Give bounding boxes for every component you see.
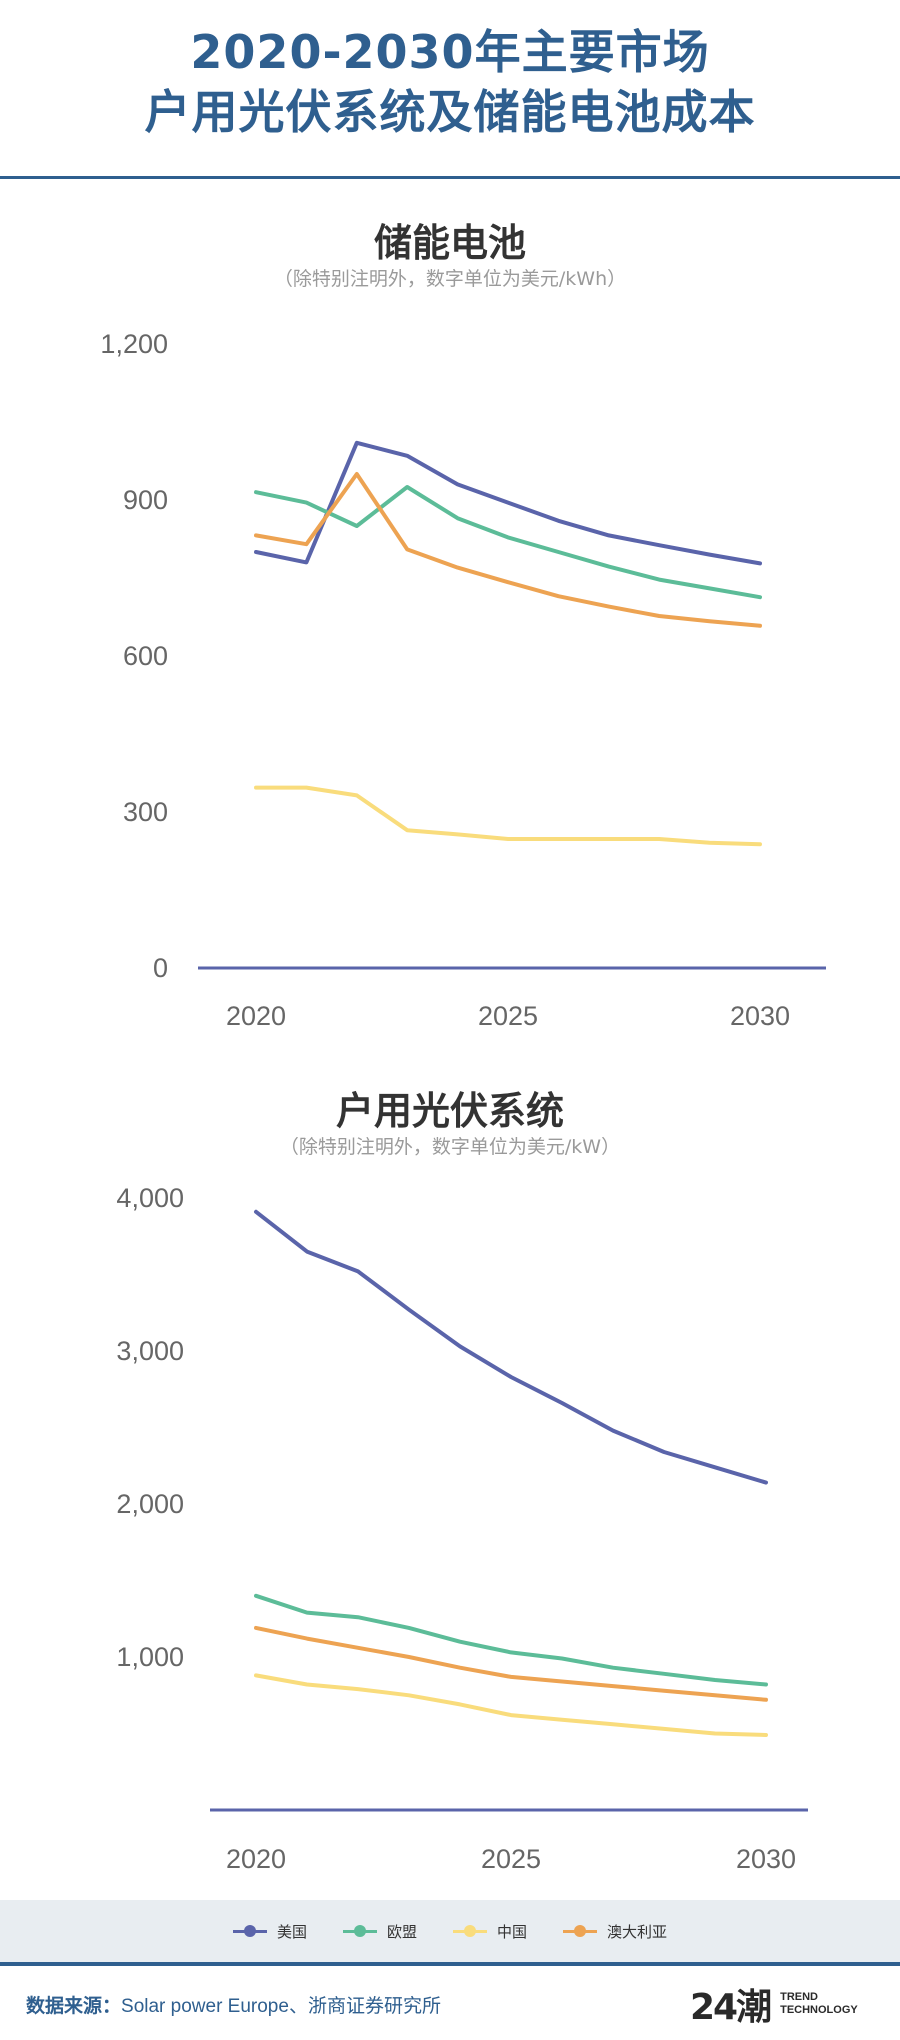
x-tick-label: 2020: [226, 1001, 286, 1031]
x-tick-label: 2030: [736, 1844, 796, 1874]
series-line-中国: [254, 1673, 768, 1737]
series-line-欧盟: [254, 1593, 768, 1687]
y-tick-label: 300: [123, 797, 168, 827]
legend-swatch-icon: [563, 1924, 598, 1938]
y-tick-label: 3,000: [116, 1336, 184, 1366]
legend-swatch-icon: [232, 1924, 267, 1938]
logo-line-2: TECHNOLOGY: [780, 2004, 858, 2016]
battery-chart-subtitle: （除特别注明外，数字单位为美元/kWh）: [273, 268, 627, 290]
y-tick-label: 1,200: [100, 329, 168, 359]
x-tick-label: 2030: [730, 1001, 790, 1031]
series-line-欧盟: [254, 485, 762, 600]
pv-chart-title: 户用光伏系统: [335, 1089, 564, 1133]
legend-label: 美国: [276, 1922, 307, 1941]
y-tick-label: 1,000: [116, 1642, 184, 1672]
series-line-美国: [254, 1209, 768, 1485]
logo-wordmark: TREND TECHNOLOGY: [780, 1991, 858, 2017]
logo-line-1: TREND: [780, 1991, 818, 2003]
legend-label: 欧盟: [386, 1922, 417, 1941]
legend-item-eu: 欧盟: [342, 1921, 417, 1942]
legend-label: 中国: [497, 1922, 528, 1941]
battery-chart-title: 储能电池: [373, 221, 526, 265]
legend-label: 澳大利亚: [607, 1922, 668, 1941]
legend-swatch-icon: [453, 1924, 487, 1938]
data-source: 数据来源：Solar power Europe、浙商证券研究所: [26, 1991, 441, 2018]
series-line-中国: [254, 785, 762, 847]
source-label: 数据来源：: [26, 1996, 122, 2017]
y-tick-label: 0: [153, 953, 168, 983]
x-tick-label: 2020: [226, 1844, 286, 1874]
x-tick-label: 2025: [481, 1844, 541, 1874]
legend: 美国 欧盟 中国 澳大利亚: [0, 1900, 900, 1962]
y-tick-label: 600: [123, 641, 168, 671]
pv-chart-subtitle: （除特别注明外，数字单位为美元/kW）: [279, 1136, 621, 1158]
footer-divider: [0, 1962, 900, 1966]
y-tick-label: 2,000: [116, 1489, 184, 1519]
battery-cost-chart: 0 300 600 900 1,200 2020 2025 2030: [100, 329, 826, 1031]
page-title: 2020-2030年主要市场 户用光伏系统及储能电池成本: [0, 22, 900, 142]
brand-logo: 24潮 TREND TECHNOLOGY: [690, 1978, 858, 2030]
legend-swatch-icon: [342, 1924, 377, 1938]
source-text: Solar power Europe、浙商证券研究所: [121, 1996, 441, 2017]
title-divider: [0, 176, 900, 179]
y-tick-label: 4,000: [116, 1183, 184, 1213]
y-tick-label: 900: [123, 485, 168, 515]
legend-item-us: 美国: [232, 1921, 307, 1942]
series-line-美国: [254, 440, 762, 566]
page-title-line-1: 2020-2030年主要市场: [190, 25, 710, 79]
legend-item-cn: 中国: [453, 1921, 527, 1942]
x-tick-label: 2025: [478, 1001, 538, 1031]
series-line-澳大利亚: [254, 472, 762, 628]
legend-item-au: 澳大利亚: [563, 1921, 667, 1942]
series-line-澳大利亚: [254, 1625, 768, 1702]
logo-mark: 24潮: [690, 1987, 772, 2028]
page-title-line-2: 户用光伏系统及储能电池成本: [144, 85, 756, 139]
pv-cost-chart: 1,000 2,000 3,000 4,000 2020 2025 2030: [116, 1183, 808, 1874]
